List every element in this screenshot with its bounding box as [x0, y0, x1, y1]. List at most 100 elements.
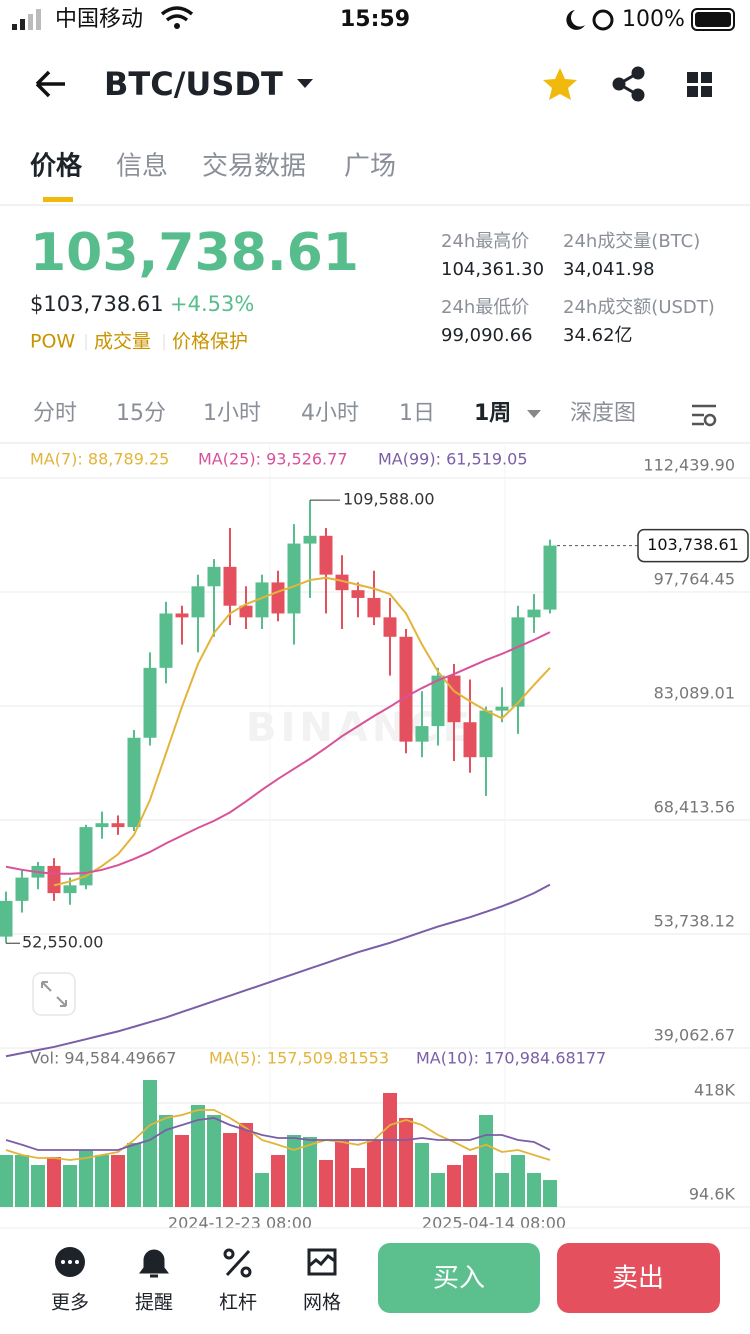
candle-body: [447, 675, 461, 723]
volume-bar: [175, 1134, 189, 1207]
volume-bar: [335, 1139, 349, 1207]
battery: [691, 8, 735, 31]
ma-line: [53, 576, 551, 887]
tab[interactable]: 广场: [344, 152, 396, 182]
action-label[interactable]: 更多: [51, 1292, 89, 1314]
ma-label: MA(7): 88,789.25: [30, 450, 169, 469]
volume-bar: [271, 1155, 285, 1207]
volume-bar: [383, 1092, 397, 1207]
wifi-dot: [174, 23, 180, 29]
buy-label: 买入: [433, 1264, 485, 1294]
y-tick-label: 112,439.90: [643, 456, 735, 475]
ma-line: [5, 883, 551, 1058]
interval[interactable]: 1周: [474, 401, 511, 426]
alert-icon[interactable]: [139, 1249, 169, 1278]
volume-bar: [191, 1104, 205, 1207]
interval[interactable]: 15分: [116, 401, 166, 426]
layout-button[interactable]: [687, 72, 712, 97]
candle-body: [159, 613, 173, 668]
fullscreen-icon: [41, 981, 67, 1007]
volume-bar: [15, 1155, 29, 1207]
low-label: 52,550.00: [22, 933, 103, 952]
sell-label: 卖出: [612, 1264, 664, 1294]
volume-bar: [303, 1136, 317, 1207]
y-tick-label: 53,738.12: [654, 911, 735, 930]
candle-body: [399, 636, 413, 742]
volume-bar: [255, 1173, 269, 1207]
lock-icon: [592, 9, 614, 31]
volume-bar: [447, 1165, 461, 1207]
battery-text: 100%: [622, 7, 685, 32]
favorite-star[interactable]: [543, 68, 577, 100]
chart-settings[interactable]: [692, 404, 717, 427]
share-button[interactable]: [612, 66, 645, 102]
last-price-label: 103,738.61: [647, 535, 739, 554]
interval-dropdown[interactable]: [527, 410, 541, 418]
ma-label: MA(99): 61,519.05: [378, 450, 528, 469]
tag[interactable]: 价格保护: [172, 331, 248, 353]
volume-bar: [79, 1149, 93, 1207]
tag[interactable]: 成交量: [94, 331, 151, 353]
volume-bar: [207, 1114, 221, 1207]
volume-bar: [479, 1114, 493, 1207]
volume-bar: [399, 1117, 413, 1207]
wifi-icon: [160, 6, 194, 22]
tab[interactable]: 信息: [116, 152, 168, 182]
stat-value: 34,041.98: [563, 259, 655, 280]
interval[interactable]: 4小时: [301, 401, 359, 426]
pair-title[interactable]: BTC/USDT: [104, 65, 283, 103]
volume-bar: [223, 1133, 237, 1207]
fullscreen-button[interactable]: [32, 972, 76, 1016]
price-usd: $103,738.61: [30, 292, 164, 316]
tag[interactable]: POW: [30, 331, 75, 353]
candle-body: [319, 535, 333, 575]
candle-body: [495, 706, 509, 711]
candle-body: [15, 877, 29, 901]
candle-body: [255, 582, 269, 618]
volume-ma-line: [5, 1109, 551, 1161]
volume-bar: [0, 1155, 13, 1207]
candle-body: [239, 605, 253, 618]
stat-label: 24h最高价: [441, 231, 529, 252]
pair-dropdown[interactable]: [297, 79, 313, 88]
volume-label: Vol: 94,584.49667: [30, 1049, 176, 1068]
volume-bar: [47, 1156, 61, 1207]
margin-icon[interactable]: [223, 1248, 252, 1278]
grid-icon[interactable]: [307, 1248, 337, 1276]
interval[interactable]: 深度图: [570, 401, 636, 426]
y-tick-label: 97,764.45: [654, 570, 735, 589]
candle-body: [527, 609, 541, 618]
candle-body: [383, 617, 397, 637]
moon-icon: [566, 10, 585, 30]
interval[interactable]: 分时: [33, 401, 77, 426]
buy-button[interactable]: [378, 1243, 540, 1313]
candle-body: [511, 617, 525, 707]
back-button[interactable]: [35, 70, 65, 98]
volume-bar: [159, 1114, 173, 1207]
action-label[interactable]: 杠杆: [219, 1292, 257, 1314]
action-label[interactable]: 提醒: [135, 1292, 173, 1314]
stat-value: 104,361.30: [441, 259, 544, 280]
candle-body: [127, 737, 141, 828]
volume-bar: [511, 1155, 525, 1207]
tab[interactable]: 交易数据: [202, 152, 306, 182]
volume-bar: [287, 1134, 301, 1207]
interval[interactable]: 1日: [399, 401, 435, 426]
volume-bar: [95, 1155, 109, 1207]
volume-bar: [63, 1165, 77, 1207]
volume-bar: [367, 1139, 381, 1207]
candle-body: [303, 535, 317, 544]
y-tick-label: 39,062.67: [654, 1026, 735, 1045]
carrier: 中国移动: [55, 7, 143, 32]
interval[interactable]: 1小时: [203, 401, 261, 426]
candle-body: [63, 885, 77, 894]
candle-body: [95, 823, 109, 828]
candle-body: [351, 590, 365, 598]
action-label[interactable]: 网格: [303, 1292, 341, 1314]
y-tick-label: 83,089.01: [654, 684, 735, 703]
sell-button[interactable]: [557, 1243, 720, 1313]
high-label: 109,588.00: [343, 490, 435, 509]
tab[interactable]: 价格: [30, 151, 83, 182]
